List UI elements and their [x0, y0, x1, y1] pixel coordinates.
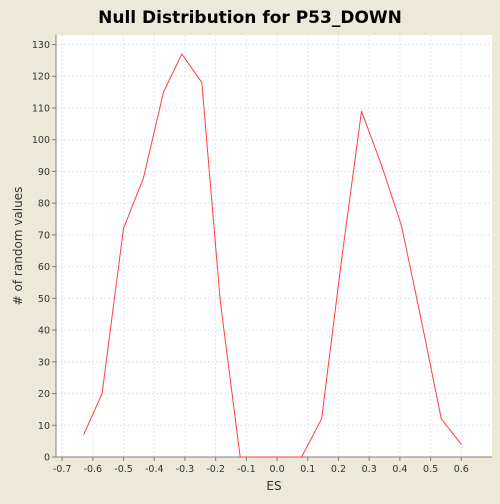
x-tick-label: -0.1 — [237, 464, 256, 475]
data-point — [279, 456, 281, 458]
y-tick-label: 80 — [38, 199, 50, 210]
x-tick-label: -0.4 — [145, 464, 164, 475]
series-layer — [82, 53, 462, 458]
x-tick-label: 0.3 — [362, 464, 377, 475]
y-tick-label: 100 — [32, 135, 50, 146]
data-point — [239, 456, 241, 458]
data-point — [142, 177, 144, 179]
data-point — [340, 259, 342, 261]
y-tick-label: 40 — [38, 326, 50, 337]
x-tick-label: 0.0 — [270, 464, 285, 475]
data-point — [360, 110, 362, 112]
data-point — [82, 434, 84, 436]
y-tick-label: 110 — [32, 103, 50, 114]
data-point — [300, 456, 302, 458]
y-tick-label: 60 — [38, 262, 50, 273]
y-tick-label: 20 — [38, 389, 50, 400]
y-tick-label: 10 — [38, 421, 50, 432]
x-tick-label: -0.7 — [53, 464, 72, 475]
data-point — [259, 456, 261, 458]
data-point — [420, 319, 422, 321]
data-point — [122, 227, 124, 229]
x-axis-label: ES — [266, 479, 281, 493]
chart-title: Null Distribution for P53_DOWN — [98, 8, 402, 28]
y-tick-label: 90 — [38, 167, 50, 178]
x-tick-label: 0.1 — [300, 464, 315, 475]
y-tick-label: 50 — [38, 294, 50, 305]
data-point — [201, 81, 203, 83]
data-point — [380, 164, 382, 166]
data-point — [219, 300, 221, 302]
data-point — [162, 91, 164, 93]
x-tick-label: -0.3 — [176, 464, 195, 475]
data-point — [320, 418, 322, 420]
data-point — [181, 53, 183, 55]
x-tick-label: 0.5 — [423, 464, 438, 475]
y-tick-label: 120 — [32, 72, 50, 83]
y-tick-label: 0 — [44, 453, 50, 464]
x-tick-label: 0.4 — [392, 464, 407, 475]
data-point — [460, 443, 462, 445]
y-tick-label: 30 — [38, 357, 50, 368]
x-tick-label: -0.5 — [114, 464, 133, 475]
data-point — [440, 418, 442, 420]
y-tick-label: 130 — [32, 40, 50, 51]
y-axis-label: # of random values — [11, 187, 25, 306]
y-tick-label: 70 — [38, 230, 50, 241]
x-tick-label: -0.6 — [84, 464, 103, 475]
x-tick-label: 0.2 — [331, 464, 346, 475]
x-tick-label: 0.6 — [454, 464, 469, 475]
data-point — [400, 224, 402, 226]
series-line — [83, 53, 462, 458]
plot-area — [56, 35, 492, 457]
x-tick-label: -0.2 — [206, 464, 225, 475]
data-point — [101, 392, 103, 394]
